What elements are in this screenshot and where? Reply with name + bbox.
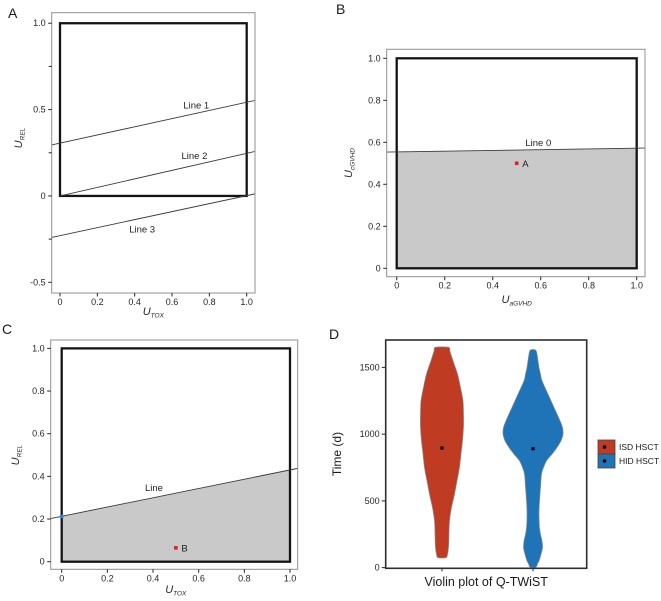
median-dot-isd-hsct	[440, 446, 444, 450]
x-tick-label: 0.4	[486, 281, 499, 291]
point-a-label: A	[522, 159, 529, 170]
point-a	[514, 161, 519, 166]
y-tick-label: -0.5	[30, 277, 46, 287]
x-tick-label: 1.0	[284, 573, 297, 583]
y-tick-label: 0.8	[32, 386, 45, 396]
x-axis-title-c: UTOX	[165, 584, 187, 598]
y-tick-label: 0.6	[368, 137, 381, 147]
frame-b	[386, 48, 646, 278]
frame-a	[51, 12, 256, 294]
y-tick-label: 1.0	[32, 343, 45, 353]
shaded-region-c	[61, 469, 291, 562]
shaded-region-b	[396, 148, 637, 269]
frame-d	[384, 339, 588, 570]
panel-label-a: A	[8, 5, 18, 21]
line-0	[386, 147, 646, 153]
y-axis-title-a: UREL	[13, 127, 27, 148]
x-tick-label: 0	[394, 281, 399, 291]
y-tick-label: 0	[376, 263, 381, 273]
y-tick-label: 0.6	[32, 429, 45, 439]
line-label: Line	[145, 483, 163, 494]
x-tick-label: 0.6	[534, 281, 547, 291]
line-1-label: Line 1	[183, 100, 209, 111]
legend-swatch-hid-hsct	[597, 453, 616, 469]
point-marker	[59, 514, 64, 519]
y-tick-label: 0.5	[33, 105, 46, 115]
x-tick-label: 1.0	[240, 297, 253, 307]
y-tick-label: 1.0	[368, 53, 381, 63]
y-tick-label: 1000	[360, 429, 380, 439]
median-dot-hid-hsct	[531, 447, 535, 451]
panel-label-d: D	[329, 326, 340, 342]
y-tick-label: 0	[40, 557, 45, 567]
x-tick-label: 0.4	[147, 573, 160, 583]
legend-median-dot-icon	[602, 445, 607, 449]
violin-hid-hsct	[502, 349, 564, 568]
legend-median-dot-icon	[602, 459, 607, 463]
frame-c	[50, 339, 299, 570]
x-tick-label: 0.6	[166, 297, 179, 307]
x-tick-label: 0.8	[203, 297, 216, 307]
line-2-label: Line 2	[181, 151, 207, 162]
x-axis-title-a: UTOX	[143, 306, 165, 320]
panel-label-b: B	[336, 1, 346, 17]
x-tick-label: 1.0	[630, 281, 643, 291]
y-axis-title-d: Time (d)	[330, 432, 344, 476]
x-tick-label: 0.2	[101, 573, 114, 583]
x-axis-title-b: UaGVHD	[502, 294, 533, 308]
unit-square-c	[60, 347, 292, 563]
panel-label-c: C	[2, 321, 13, 337]
line-0-label: Line 0	[525, 138, 551, 149]
violin-isd-hsct	[420, 346, 464, 559]
chart-title-d: Violin plot of Q-TWiST	[424, 575, 548, 589]
y-axis-title-c: UREL	[10, 444, 24, 465]
y-tick-label: 0.4	[368, 179, 381, 189]
y-tick-label: 500	[365, 496, 380, 506]
line-2	[59, 150, 256, 197]
y-axis-title-b: UcGVHD	[343, 148, 357, 178]
x-tick-label: 0	[59, 573, 64, 583]
x-tick-label: 0.2	[91, 297, 104, 307]
x-tick-label: 0.8	[582, 281, 595, 291]
legend-swatch-isd-hsct	[597, 439, 616, 455]
x-tick-label: 0.4	[128, 297, 141, 307]
y-tick-label: 0	[41, 191, 46, 201]
y-tick-label: 0	[375, 563, 380, 573]
unit-square-a	[58, 22, 248, 198]
line-3	[51, 193, 256, 238]
unit-square-b	[395, 57, 638, 270]
y-tick-label: 0.4	[32, 471, 45, 481]
x-tick-label: 0.8	[238, 573, 251, 583]
x-tick-label: 0.2	[438, 281, 451, 291]
legend-label-isd-hsct: ISD HSCT	[619, 442, 659, 452]
point-b-label: B	[181, 543, 187, 554]
y-tick-label: 0.2	[368, 221, 381, 231]
y-tick-label: 0.8	[368, 95, 381, 105]
x-tick-label: 0	[57, 297, 62, 307]
y-tick-label: 0.2	[32, 514, 45, 524]
x-tick-label: 0.6	[192, 573, 205, 583]
point-b	[174, 546, 178, 550]
line-1	[51, 99, 256, 146]
y-tick-label: 1500	[360, 362, 380, 372]
y-tick-label: 1.0	[33, 18, 46, 28]
line	[50, 467, 298, 519]
legend-label-hid-hsct: HID HSCT	[619, 456, 659, 466]
line-3-label: Line 3	[129, 224, 155, 235]
